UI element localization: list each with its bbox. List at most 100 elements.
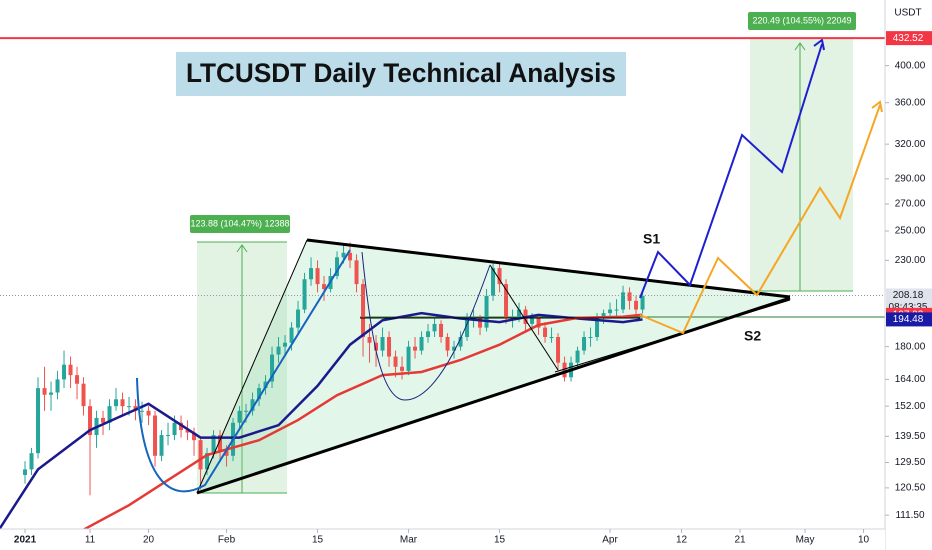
candle-body	[153, 415, 158, 456]
candle-body	[68, 364, 73, 376]
candle-body	[614, 309, 619, 311]
candle-body	[205, 453, 210, 470]
support-label: S2	[744, 328, 761, 344]
candle-body	[146, 410, 151, 416]
price-tag-label: 432.52	[893, 33, 924, 44]
candle-body	[387, 337, 392, 357]
candle-body	[211, 435, 216, 454]
candle-body	[543, 327, 548, 338]
y-tick-label: 111.50	[895, 510, 925, 521]
y-tick-label: 250.00	[895, 226, 926, 237]
x-tick-label: 11	[85, 535, 96, 546]
support-label: S1	[643, 231, 660, 247]
candle-body	[42, 388, 47, 395]
y-tick-label: 129.50	[895, 457, 926, 468]
candle-body	[289, 327, 294, 343]
y-tick-label: 270.00	[895, 199, 926, 210]
candle-body	[608, 309, 613, 314]
candle-body	[166, 435, 171, 437]
candle-body	[406, 346, 411, 371]
candle-body	[426, 331, 431, 338]
candle-body	[484, 295, 489, 328]
measure-label-box	[190, 215, 290, 233]
move-arrow	[489, 264, 559, 371]
candle-body	[445, 337, 450, 351]
candle-body	[432, 323, 437, 332]
candle-body	[140, 410, 145, 412]
candle-body	[185, 430, 190, 433]
y-tick-label: 120.50	[895, 483, 926, 494]
time-axis	[0, 529, 885, 550]
measure-box	[750, 38, 853, 291]
candle-body	[367, 337, 372, 343]
candle-body	[595, 318, 600, 338]
candle-body	[575, 350, 580, 363]
candle-body	[159, 435, 164, 456]
candle-body	[413, 346, 418, 351]
candle-body	[55, 379, 60, 393]
candle-body	[263, 381, 268, 389]
candle-body	[530, 318, 535, 324]
arrow-head	[871, 100, 883, 113]
candle-body	[114, 399, 119, 407]
candle-body	[322, 284, 327, 290]
candle-body	[29, 453, 34, 470]
price-tag-label: 208.18	[893, 290, 924, 301]
candle-body	[276, 346, 281, 355]
candle-body	[224, 450, 229, 456]
candle-body	[198, 440, 203, 470]
measure-label: 220.49 (104.55%) 22049	[752, 15, 851, 25]
candle-body	[517, 309, 522, 319]
x-tick-label: 12	[676, 535, 688, 546]
y-tick-label: 230.00	[895, 255, 926, 266]
x-tick-label: 15	[312, 535, 324, 546]
candle-body	[582, 337, 587, 351]
x-tick-label: Apr	[602, 535, 618, 546]
candle-body	[296, 309, 301, 328]
price-tag	[886, 312, 932, 327]
candle-body	[419, 337, 424, 351]
candle-body	[341, 252, 346, 258]
candle-body	[380, 337, 385, 351]
moving-average	[0, 311, 643, 531]
candle-body	[257, 388, 262, 400]
x-tick-label: 10	[858, 535, 870, 546]
candle-body	[491, 268, 496, 296]
candle-body	[439, 323, 444, 338]
candle-body	[315, 268, 320, 285]
trend-line	[196, 239, 308, 494]
candle-body	[393, 356, 398, 367]
candle-body	[36, 388, 41, 454]
candle-body	[562, 362, 567, 378]
candle-body	[120, 399, 125, 407]
candle-body	[81, 383, 86, 407]
candle-body	[283, 342, 288, 347]
price-tag	[886, 31, 932, 46]
candle-body	[465, 318, 470, 338]
y-tick-label: 152.00	[895, 401, 926, 412]
candle-body	[354, 260, 359, 285]
measure-label: 123.88 (104.47%) 12388	[190, 218, 289, 228]
candle-body	[621, 292, 626, 310]
candle-body	[588, 337, 593, 339]
measure-label-box	[748, 12, 856, 30]
x-tick-label: 2021	[14, 535, 37, 546]
y-tick-label: 290.00	[895, 173, 926, 184]
candle-body	[361, 284, 366, 338]
trend-line	[554, 299, 791, 373]
candle-body	[627, 292, 632, 301]
chart-title: LTCUSDT Daily Technical Analysis	[186, 58, 616, 88]
candle-body	[504, 284, 509, 319]
candle-body	[244, 410, 249, 412]
candle-body	[601, 313, 606, 319]
candle-body	[556, 337, 561, 363]
title-box	[176, 52, 626, 96]
pattern-curve	[136, 249, 351, 493]
x-tick-label: Mar	[400, 535, 418, 546]
price-axis	[885, 0, 932, 550]
y-tick-label: 360.00	[895, 97, 926, 108]
candle-body	[335, 257, 340, 277]
candle-body	[497, 268, 502, 285]
candle-body	[250, 399, 255, 411]
